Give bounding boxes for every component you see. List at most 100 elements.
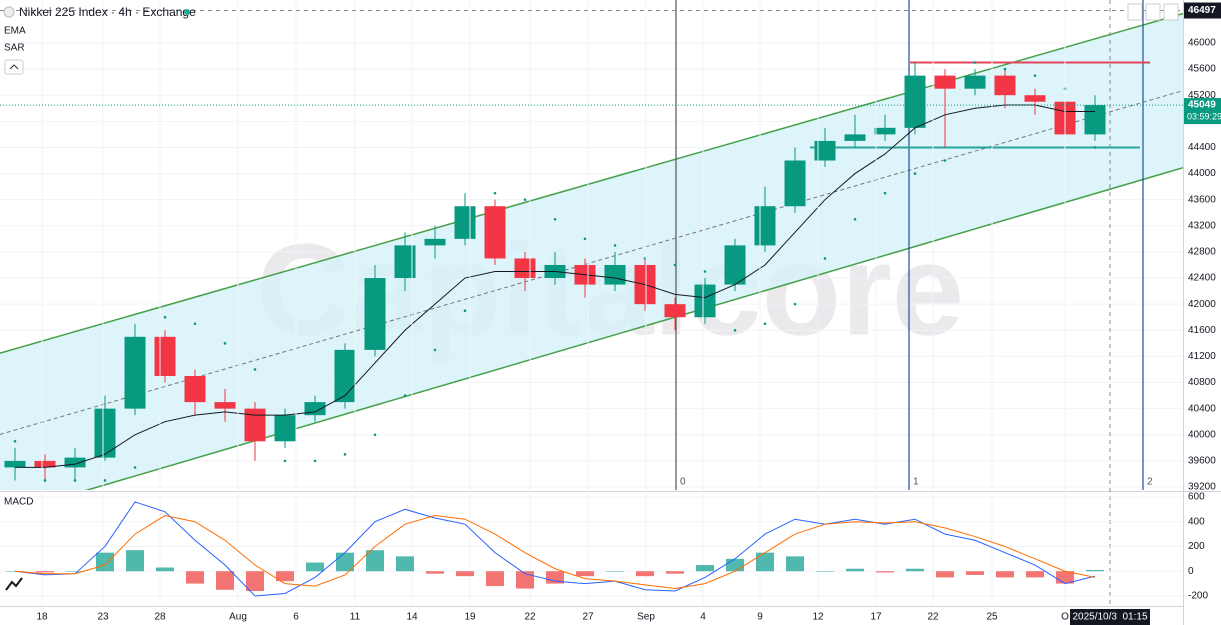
crosshair-price-box (1184, 2, 1221, 19)
y-tick-label: 42000 (1188, 299, 1216, 310)
sar-dot (793, 302, 797, 306)
histogram-bar (906, 568, 924, 572)
crosshair-time-label: 2025/10/3 01:15 (1072, 612, 1148, 623)
sar-dot (883, 191, 887, 195)
x-tick-label: 11 (350, 612, 361, 623)
sar-dot (313, 459, 317, 463)
candle-body (64, 457, 86, 468)
macd-line (14, 501, 1096, 597)
histogram-bar (216, 571, 234, 590)
candle-body (994, 75, 1016, 96)
sar-dot (673, 263, 677, 267)
sar-dot (223, 342, 227, 345)
x-tick-label: 14 (406, 612, 418, 623)
candle-body (724, 245, 746, 285)
macd-line (14, 514, 1096, 590)
histogram-bar (876, 571, 894, 573)
sar-dot (613, 244, 617, 247)
candle-body (304, 402, 326, 416)
candle-body (94, 408, 116, 458)
y-tick-label: 40400 (1188, 403, 1216, 414)
sar-dot (193, 322, 197, 326)
x-tick-label: 18 (36, 612, 48, 623)
y-tick-label: 40800 (1188, 377, 1216, 388)
y-tick-label: -200 (1188, 591, 1208, 602)
candle-body (784, 160, 806, 207)
candle-body (664, 304, 686, 318)
candle-body (244, 408, 266, 442)
histogram-bar (666, 571, 684, 574)
y-tick-label: 43200 (1188, 220, 1216, 231)
histogram-bar (816, 571, 834, 572)
last-price-label: 45049 (1188, 100, 1216, 111)
candle-body (844, 134, 866, 141)
histogram-bar (726, 558, 744, 572)
histogram-bar (186, 571, 204, 584)
x-tick-label: O (1061, 612, 1069, 623)
candle-body (394, 245, 416, 279)
sar-dot (73, 479, 77, 482)
histogram-bar (996, 571, 1014, 578)
histogram-bar (576, 571, 594, 577)
y-tick-label: 44400 (1188, 142, 1216, 153)
sar-dot (1033, 74, 1037, 77)
candle-body (694, 284, 716, 318)
indicator-label: EMA (4, 26, 26, 37)
y-tick-label: 42400 (1188, 273, 1216, 284)
histogram-bar (246, 571, 264, 592)
x-tick-label: Sep (637, 612, 655, 623)
ema-line (15, 104, 1095, 468)
symbol-icon (3, 6, 15, 18)
y-tick-label: 41600 (1188, 325, 1216, 336)
sar-dot (703, 270, 707, 273)
sar-dot (343, 453, 347, 456)
histogram-bar (36, 571, 54, 573)
sar-dot (583, 237, 587, 241)
sar-dot (853, 217, 857, 221)
x-tick-label: Aug (229, 612, 247, 623)
sar-dot (43, 479, 47, 482)
sar-dot (523, 198, 527, 201)
candle-body (334, 349, 356, 403)
last-price-box (1184, 98, 1221, 125)
y-tick-label: 45200 (1188, 90, 1216, 101)
candle-body (874, 127, 896, 135)
toolbar (1127, 3, 1179, 21)
histogram-bar (276, 571, 294, 582)
x-tick-label: 4 (700, 612, 706, 623)
candle-body (364, 278, 386, 350)
toolbar-button[interactable] (1163, 3, 1179, 21)
histogram-bar (516, 571, 534, 589)
collapse-button[interactable] (4, 59, 24, 75)
y-tick-label: 400 (1188, 516, 1205, 527)
sar-dot (373, 433, 377, 437)
sar-dot (553, 217, 557, 221)
histogram-bar (966, 571, 984, 575)
candle-body (124, 336, 146, 409)
toolbar-button[interactable] (1145, 3, 1161, 21)
y-tick-label: 40000 (1188, 429, 1216, 440)
y-tick-label: 45600 (1188, 64, 1216, 75)
collapse-icon (9, 64, 19, 70)
sar-dot (133, 466, 137, 469)
x-tick-label: 9 (757, 612, 763, 623)
x-tick-label: 6 (293, 612, 299, 623)
sar-dot (13, 439, 17, 443)
candle-body (424, 238, 446, 246)
histogram-bar (306, 562, 324, 572)
x-tick-label: 22 (524, 612, 536, 623)
candle-body (34, 460, 56, 468)
candle-body (454, 206, 476, 239)
channel-line (0, 12, 1183, 354)
y-tick-label: 43600 (1188, 194, 1216, 205)
candle-body (514, 258, 536, 279)
toolbar-button[interactable] (1127, 3, 1143, 21)
macd-label: MACD (4, 497, 33, 508)
x-tick-label: 25 (986, 612, 998, 623)
histogram-bar (396, 556, 414, 572)
candle-body (154, 336, 176, 376)
y-tick-label: 42800 (1188, 247, 1216, 258)
candle-body (814, 140, 836, 161)
